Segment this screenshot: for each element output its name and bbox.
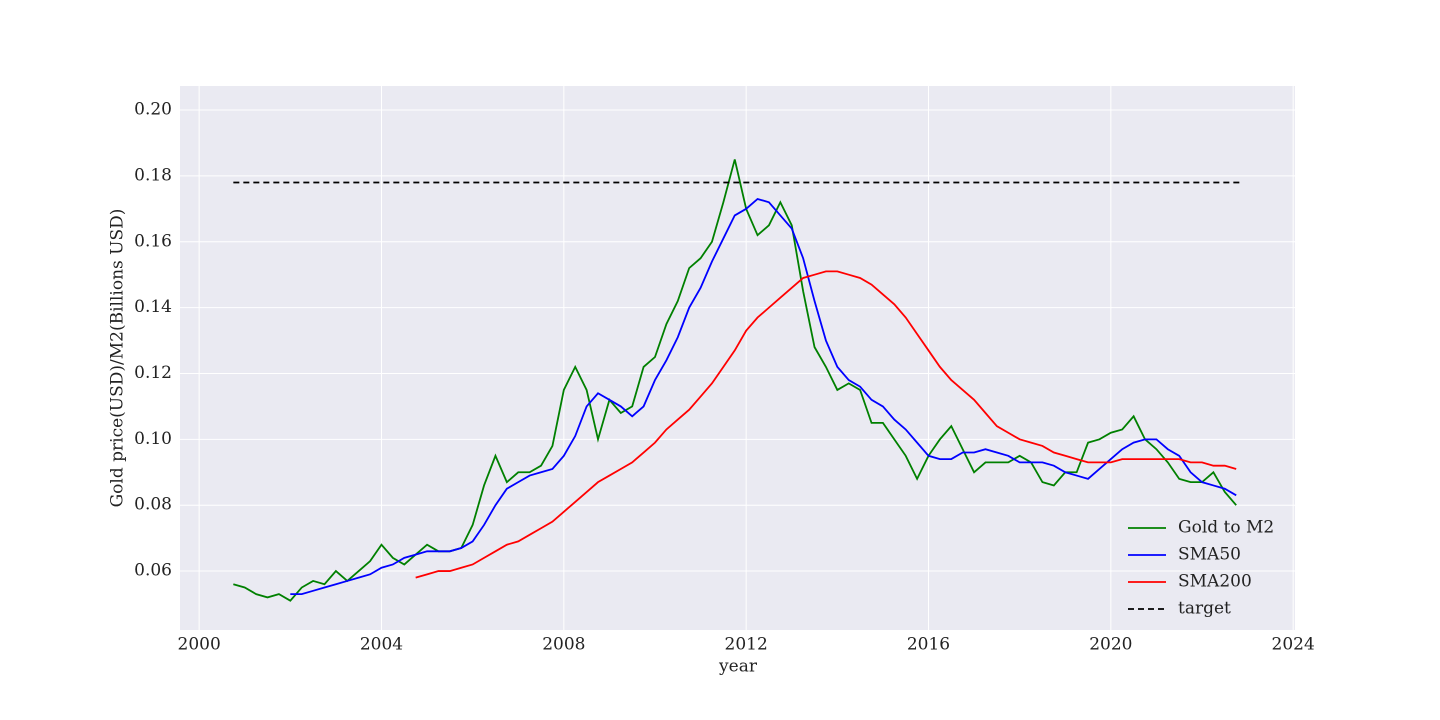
x-tick-label: 2016 — [907, 635, 950, 655]
x-tick-label: 2024 — [1272, 635, 1315, 655]
x-axis-label: year — [718, 657, 758, 677]
plot-area — [180, 86, 1295, 630]
y-tick-label: 0.10 — [134, 429, 172, 449]
y-tick-label: 0.12 — [134, 363, 172, 383]
y-tick-label: 0.08 — [134, 495, 172, 515]
x-tick-label: 2020 — [1089, 635, 1132, 655]
x-tick-label: 2000 — [178, 635, 221, 655]
legend-label: Gold to M2 — [1178, 518, 1274, 538]
x-tick-label: 2012 — [725, 635, 768, 655]
x-tick-label: 2008 — [542, 635, 585, 655]
y-tick-label: 0.14 — [134, 297, 172, 317]
y-tick-label: 0.20 — [134, 100, 172, 120]
series-line — [290, 197, 1237, 596]
y-tick-label: 0.18 — [134, 165, 172, 185]
series-line — [233, 159, 1237, 602]
x-tick-label: 2004 — [360, 635, 403, 655]
y-tick-label: 0.16 — [134, 231, 172, 251]
legend-label: target — [1178, 599, 1231, 619]
series-line — [415, 270, 1237, 579]
y-axis-label: Gold price(USD)/M2(Billions USD) — [108, 209, 128, 508]
legend-label: SMA50 — [1178, 545, 1241, 565]
legend-label: SMA200 — [1178, 572, 1252, 592]
y-tick-label: 0.06 — [134, 561, 172, 581]
